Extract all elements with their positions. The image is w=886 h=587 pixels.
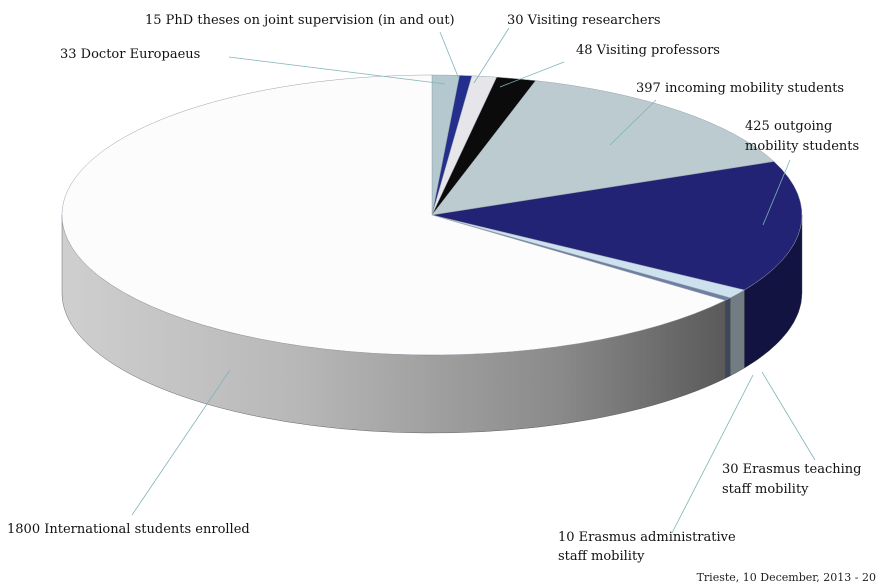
slice-label-6: 30 Erasmus teaching staff mobility [722, 462, 861, 497]
leader-line-1 [439, 31, 460, 80]
slice-label-1: 15 PhD theses on joint supervision (in a… [145, 13, 455, 28]
slice-label-5: 425 outgoing mobility students [745, 119, 859, 154]
pie-side-6 [730, 289, 745, 377]
leader-line-2 [473, 27, 510, 84]
leader-line-3 [499, 61, 565, 88]
leader-line-4 [609, 99, 657, 146]
slice-label-2: 30 Visiting researchers [507, 13, 661, 28]
pie-slice-8 [61, 74, 726, 356]
leader-line-8 [131, 369, 231, 516]
slice-label-0: 33 Doctor Europaeus [60, 47, 200, 62]
slice-label-3: 48 Visiting professors [576, 43, 720, 58]
footer-text: Trieste, 10 December, 2013 - 20 [696, 571, 876, 584]
pie-side-7 [725, 297, 731, 379]
slice-label-8: 1800 International students enrolled [7, 522, 250, 537]
leader-line-5 [762, 159, 791, 226]
leader-line-6 [761, 371, 816, 461]
leader-line-7 [671, 374, 754, 534]
slice-label-4: 397 incoming mobility students [636, 81, 844, 96]
pie-slice-4 [431, 80, 775, 216]
slice-label-7: 10 Erasmus administrative staff mobility [558, 530, 736, 564]
leader-line-0 [228, 56, 446, 85]
pie-slice-5 [431, 161, 803, 291]
